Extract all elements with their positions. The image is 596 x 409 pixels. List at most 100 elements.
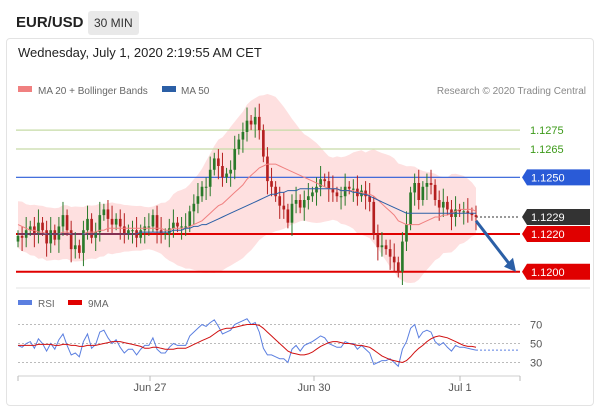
rsi-legend-label: RSI	[38, 299, 55, 310]
rsi-layer: 70 50 30	[17, 318, 542, 370]
level-label-1.1250: 1.1250	[522, 169, 590, 186]
candle-body	[147, 226, 151, 228]
candle	[286, 203, 290, 229]
research-credit: Research © 2020 Trading Central	[437, 86, 586, 97]
candle-body	[237, 139, 241, 149]
x-tick-label: Jun 27	[133, 382, 166, 394]
candle	[94, 222, 98, 251]
candle-body	[102, 209, 106, 216]
candle-body	[233, 149, 237, 170]
candle-body	[45, 230, 48, 244]
candle-body	[253, 116, 257, 125]
candle-body	[286, 209, 290, 223]
candle	[200, 181, 204, 202]
candle	[212, 152, 216, 176]
candle-body	[429, 183, 433, 185]
level-label-tag	[522, 263, 590, 280]
candle	[78, 239, 81, 259]
candle-body	[417, 183, 421, 200]
candle	[417, 169, 421, 210]
candle	[90, 213, 93, 244]
candle-body	[245, 120, 249, 132]
level-label-text: 1.1200	[531, 267, 565, 279]
candle-body	[73, 245, 77, 250]
candle	[229, 160, 232, 187]
candle	[249, 115, 253, 131]
level-label-text: 1.1220	[531, 229, 565, 241]
candle	[155, 205, 159, 244]
candle-body	[257, 116, 261, 131]
level-label-tag	[522, 169, 590, 186]
candle	[302, 190, 306, 221]
candle-body	[446, 201, 449, 210]
candle	[364, 181, 367, 210]
candle	[347, 181, 351, 195]
candle-body	[458, 209, 461, 212]
candle-body	[241, 132, 245, 140]
candle-body	[282, 205, 286, 210]
candle	[421, 181, 425, 206]
candle-body	[28, 226, 32, 231]
moving-averages-layer	[17, 163, 477, 235]
candle	[114, 213, 118, 231]
candle	[57, 217, 61, 253]
timeframe-button[interactable]: 30 MIN	[88, 11, 139, 35]
candle-body	[188, 211, 192, 227]
symbol-label: EUR/USD	[16, 14, 84, 31]
ma50-line	[18, 188, 476, 235]
candle-body	[290, 203, 294, 223]
candle	[73, 232, 77, 259]
candle-body	[37, 222, 40, 234]
level-label-text: 1.1265	[530, 144, 564, 156]
candle-body	[114, 218, 118, 225]
candle-body	[217, 158, 220, 166]
candle-body	[294, 200, 298, 204]
candle	[53, 224, 57, 246]
level-label-text: 1.1275	[530, 125, 564, 137]
candle-body	[274, 186, 277, 197]
candle	[392, 243, 396, 272]
candle	[253, 107, 257, 138]
candle-body	[16, 235, 20, 242]
candle-body	[86, 218, 89, 231]
level-label-1.1265: 1.1265	[530, 144, 564, 156]
candle-body	[151, 215, 155, 227]
candle	[233, 135, 237, 180]
candle	[335, 186, 339, 202]
candle	[474, 205, 478, 231]
candle-body	[49, 230, 53, 244]
candle-body	[319, 179, 322, 187]
candle	[20, 226, 24, 251]
rsi-tick-70: 70	[530, 320, 542, 332]
candle	[196, 183, 200, 214]
level-label-tag	[522, 209, 590, 225]
candle-body	[364, 190, 367, 197]
candle-body	[90, 218, 93, 238]
candle	[65, 209, 69, 236]
level-label-text: 1.1229	[531, 212, 565, 224]
candle	[61, 201, 65, 236]
ma50-legend-swatch	[162, 86, 176, 92]
candle	[176, 217, 179, 233]
ma50-legend-label: MA 50	[181, 86, 210, 97]
candle	[45, 220, 48, 257]
candle-body	[307, 196, 310, 200]
candle-body	[20, 235, 24, 238]
candle	[401, 232, 404, 285]
candle	[298, 194, 302, 214]
candle-body	[315, 186, 318, 193]
candle-body	[69, 230, 73, 250]
candle-body	[372, 201, 376, 234]
candle	[433, 179, 437, 206]
candle-body	[388, 249, 392, 257]
candle	[184, 213, 187, 236]
candle-body	[266, 156, 269, 182]
candle	[28, 220, 32, 236]
candle-body	[200, 186, 204, 197]
rsi-tick-30: 30	[530, 358, 542, 370]
candle	[311, 186, 314, 202]
candle-body	[65, 215, 69, 231]
candle-body	[396, 262, 400, 272]
candle-body	[155, 215, 159, 231]
candle	[127, 224, 130, 240]
